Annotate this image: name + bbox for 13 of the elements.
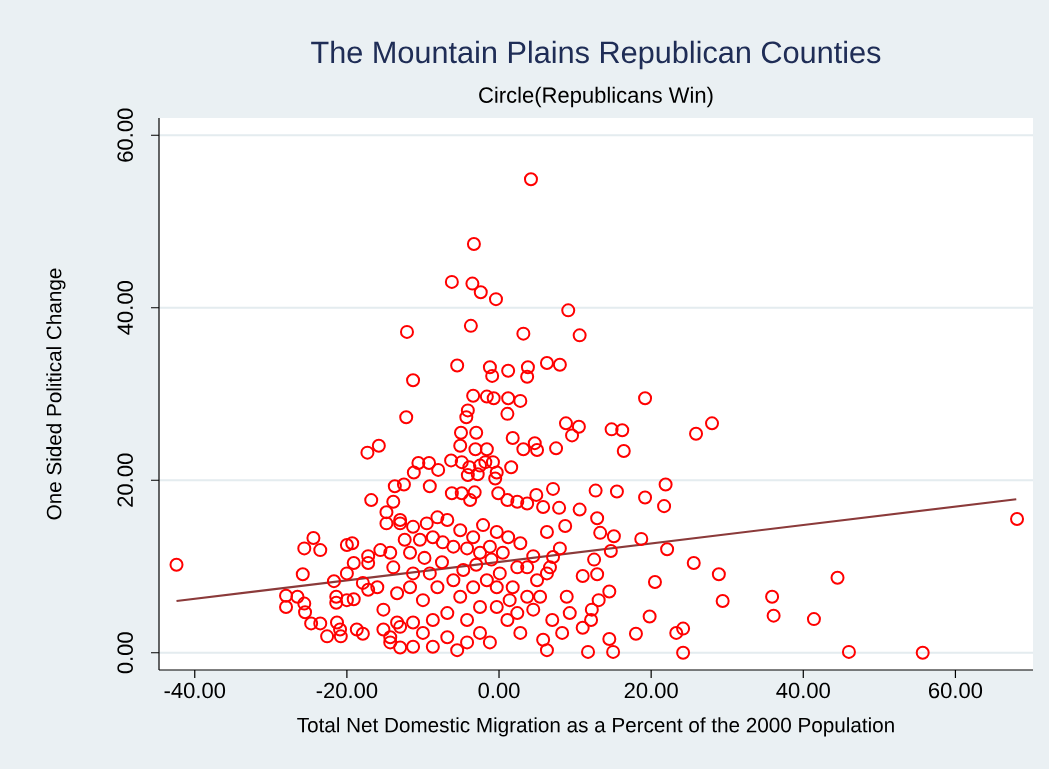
x-tick-label: -40.00: [164, 682, 226, 699]
chart-subtitle: Circle(Republicans Win): [479, 86, 713, 108]
x-axis-title: Total Net Domestic Migration as a Percent of the 2000 Population: [297, 717, 894, 737]
x-tick-label: 40.00: [776, 682, 830, 699]
chart-title: The Mountain Plains Republican Counties: [311, 40, 881, 70]
x-tick-label: 20.00: [624, 682, 678, 699]
x-tick-label: 60.00: [929, 682, 983, 699]
y-axis-title: One Sided Political Change: [46, 268, 66, 520]
x-tick-label: -20.00: [316, 682, 378, 699]
y-tick-label: 40.00: [117, 281, 133, 335]
y-tick-label: 60.00: [117, 108, 133, 162]
y-tick-label: 20.00: [117, 453, 133, 507]
x-tick-label: 0.00: [478, 682, 520, 699]
